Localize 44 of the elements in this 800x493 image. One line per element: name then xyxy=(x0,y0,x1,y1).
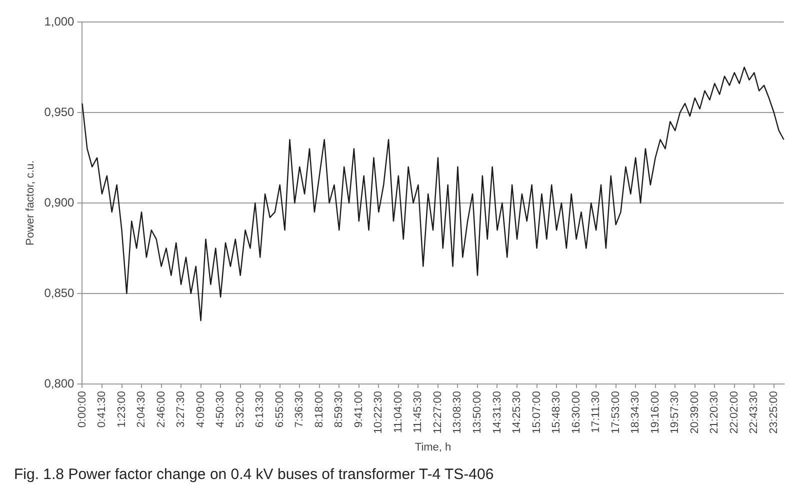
x-tick-label: 19:57:30 xyxy=(669,390,682,434)
x-tick-label: 23:25:00 xyxy=(768,390,780,434)
x-tick-label: 16:30:00 xyxy=(570,390,582,434)
x-tick-label: 12:27:00 xyxy=(432,390,444,434)
x-tick-label: 13:50:00 xyxy=(472,390,484,434)
x-tick-label: 2:04:30 xyxy=(136,390,148,428)
x-tick-label: 1:23:00 xyxy=(116,390,128,428)
x-tick-label: 6:55:00 xyxy=(274,390,286,428)
x-tick-label: 17:53:00 xyxy=(610,390,622,434)
x-tick-label: 10:22:30 xyxy=(372,390,385,434)
x-axis-title: Time, h xyxy=(414,441,452,454)
x-tick-label: 14:25:30 xyxy=(511,390,524,434)
x-tick-label: 8:18:00 xyxy=(313,390,326,428)
x-tick-label: 5:32:00 xyxy=(234,390,246,428)
x-tick-label: 20:39:00 xyxy=(688,390,701,434)
x-tick-label: 21:20:30 xyxy=(708,390,721,434)
x-tick-label: 17:11:30 xyxy=(590,390,602,433)
x-tick-label: 7:36:30 xyxy=(294,390,306,428)
y-tick-label: 0,850 xyxy=(44,286,75,300)
x-tick-label: 14:31:30 xyxy=(491,390,504,434)
x-tick-label: 2:46:00 xyxy=(155,390,168,428)
x-tick-label: 15:07:00 xyxy=(530,390,543,434)
x-tick-label: 22:43:30 xyxy=(748,390,760,434)
y-tick-label: 1,000 xyxy=(44,14,75,28)
x-tick-label: 19:16:00 xyxy=(649,390,662,434)
x-tick-label: 8:59:30 xyxy=(333,390,346,428)
x-tick-label: 0:41:30 xyxy=(96,390,108,428)
y-tick-label: 0,950 xyxy=(44,104,75,119)
x-tick-label: 11:45:30 xyxy=(412,390,424,433)
x-tick-label: 4:50:30 xyxy=(214,390,227,428)
x-tick-label: 9:41:00 xyxy=(352,390,365,428)
x-tick-label: 11:04:00 xyxy=(392,390,404,433)
x-tick-label: 13:08:30 xyxy=(452,390,464,434)
x-tick-label: 3:27:30 xyxy=(175,390,188,428)
x-tick-label: 18:34:30 xyxy=(630,390,642,434)
y-tick-label: 0,800 xyxy=(44,376,75,390)
y-tick-label: 0,900 xyxy=(44,195,75,210)
x-tick-label: 22:02:00 xyxy=(728,390,740,434)
x-tick-label: 0:00:00 xyxy=(76,390,88,428)
y-axis-title: Power factor, c.u. xyxy=(24,160,37,246)
caption: Fig. 1.8 Power factor change on 0.4 kV buses of transformer T-4 TS-406 xyxy=(14,466,494,483)
x-tick-label: 15:48:30 xyxy=(550,390,563,434)
x-tick-label: 6:13:30 xyxy=(254,390,266,428)
x-tick-label: 4:09:00 xyxy=(194,390,207,428)
